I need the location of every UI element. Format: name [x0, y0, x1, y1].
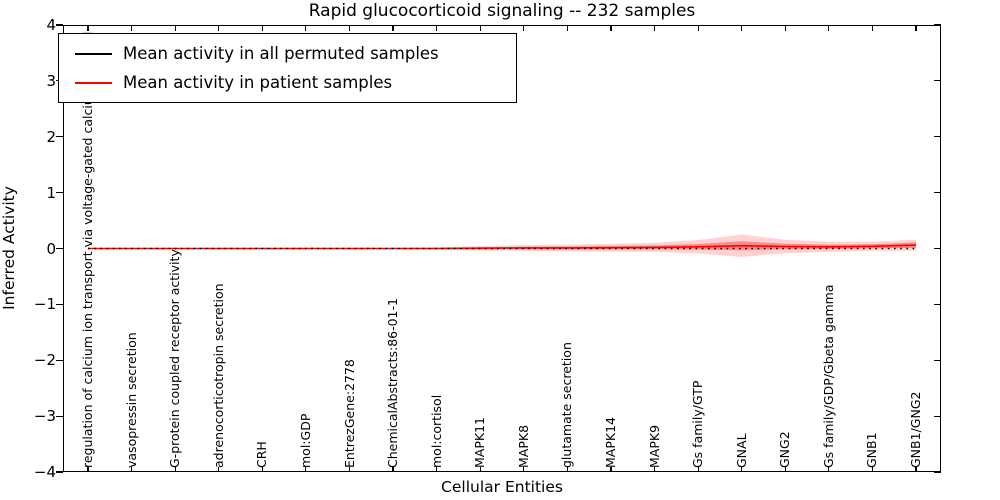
tick-mark — [828, 467, 830, 472]
tick-mark — [915, 467, 917, 472]
tick-mark — [87, 467, 89, 472]
tick-mark — [56, 471, 63, 473]
tick-mark — [523, 25, 525, 31]
x-tick-label: mol:GDP — [298, 413, 313, 468]
tick-mark — [523, 467, 525, 472]
tick-mark — [566, 25, 568, 31]
tick-mark — [436, 467, 438, 472]
tick-mark — [261, 25, 263, 31]
tick-mark — [934, 359, 941, 361]
tick-mark — [56, 359, 63, 361]
tick-mark — [130, 25, 133, 31]
tick-mark — [479, 25, 481, 31]
x-tick-label: Gs family/GTP — [690, 380, 705, 468]
tick-mark — [610, 467, 612, 472]
x-tick-label: MAPK11 — [472, 417, 487, 468]
tick-mark — [305, 25, 307, 31]
y-tick-label: 0 — [46, 240, 56, 258]
y-tick-label: −2 — [33, 351, 56, 369]
y-tick-label: 2 — [46, 128, 56, 146]
tick-mark — [261, 467, 263, 472]
x-tick-label: GNG2 — [777, 431, 792, 468]
x-tick-label: vasopressin secretion — [124, 332, 139, 468]
tick-mark — [392, 467, 394, 472]
chart-title: Rapid glucocorticoid signaling -- 232 sa… — [308, 1, 696, 21]
tick-mark — [934, 136, 941, 138]
x-tick-label: EntrezGene:2778 — [342, 359, 357, 468]
tick-mark — [871, 467, 873, 472]
y-tick-label: −3 — [33, 407, 56, 425]
x-tick-label: MAPK14 — [603, 417, 618, 468]
tick-mark — [392, 25, 394, 31]
tick-mark — [653, 467, 656, 472]
y-tick-label: 4 — [46, 16, 56, 34]
tick-mark — [348, 25, 351, 31]
tick-mark — [174, 467, 176, 472]
red-line-sample-icon — [75, 81, 112, 84]
x-tick-label: GNB1 — [864, 432, 879, 468]
tick-mark — [784, 25, 786, 31]
black-line-sample-icon — [75, 52, 112, 55]
tick-mark — [697, 467, 699, 472]
x-tick-label: adrenocorticotropin secretion — [211, 283, 226, 468]
tick-mark — [174, 25, 176, 31]
legend-label: Mean activity in all permuted samples — [123, 44, 439, 63]
y-tick-label: −4 — [33, 463, 56, 481]
x-tick-label: GNB1/GNG2 — [908, 391, 923, 468]
tick-mark — [934, 24, 941, 26]
tick-mark — [653, 25, 656, 31]
y-tick-label: −1 — [33, 295, 56, 313]
data-series-canvas — [88, 234, 917, 257]
tick-mark — [934, 247, 941, 250]
tick-mark — [56, 136, 63, 138]
tick-mark — [305, 467, 307, 472]
x-tick-label: MAPK9 — [647, 424, 662, 468]
tick-mark — [741, 25, 743, 31]
legend-label: Mean activity in patient samples — [123, 73, 393, 92]
x-tick-label: CRH — [254, 441, 269, 468]
x-tick-label: GNAL — [734, 433, 749, 468]
tick-mark — [610, 25, 612, 31]
tick-mark — [784, 467, 786, 472]
tick-mark — [934, 80, 941, 82]
tick-mark — [934, 303, 941, 305]
tick-mark — [828, 25, 830, 31]
tick-mark — [915, 25, 917, 31]
x-tick-label: mol:cortisol — [429, 394, 444, 468]
tick-mark — [56, 24, 63, 26]
tick-mark — [479, 467, 481, 472]
tick-mark — [934, 415, 941, 417]
tick-mark — [56, 247, 63, 250]
tick-mark — [566, 467, 568, 472]
x-tick-label: glutamate secretion — [559, 342, 574, 468]
tick-mark — [697, 25, 699, 31]
legend-entry-permuted: Mean activity in all permuted samples — [75, 44, 516, 63]
legend: Mean activity in all permuted samples Me… — [58, 33, 517, 103]
tick-mark — [934, 192, 941, 194]
legend-entry-patient: Mean activity in patient samples — [75, 73, 516, 92]
tick-mark — [218, 467, 220, 472]
x-tick-label: ChemicalAbstracts:86-01-1 — [385, 298, 400, 468]
tick-mark — [436, 25, 438, 31]
tick-mark — [56, 415, 63, 417]
x-tick-label: G-protein coupled receptor activity — [167, 249, 182, 468]
tick-mark — [56, 192, 63, 194]
tick-mark — [87, 25, 89, 31]
tick-mark — [934, 471, 941, 473]
tick-mark — [218, 25, 220, 31]
x-axis-label: Cellular Entities — [441, 478, 563, 496]
tick-mark — [348, 467, 351, 472]
x-tick-label: Gs family/GDP/Gbeta gamma — [821, 284, 836, 468]
tick-mark — [741, 467, 743, 472]
tick-mark — [871, 25, 873, 31]
y-tick-label: 3 — [46, 72, 56, 90]
y-tick-label: 1 — [46, 184, 56, 202]
tick-mark — [56, 303, 63, 305]
tick-mark — [130, 467, 133, 472]
x-tick-label: MAPK8 — [516, 424, 531, 468]
